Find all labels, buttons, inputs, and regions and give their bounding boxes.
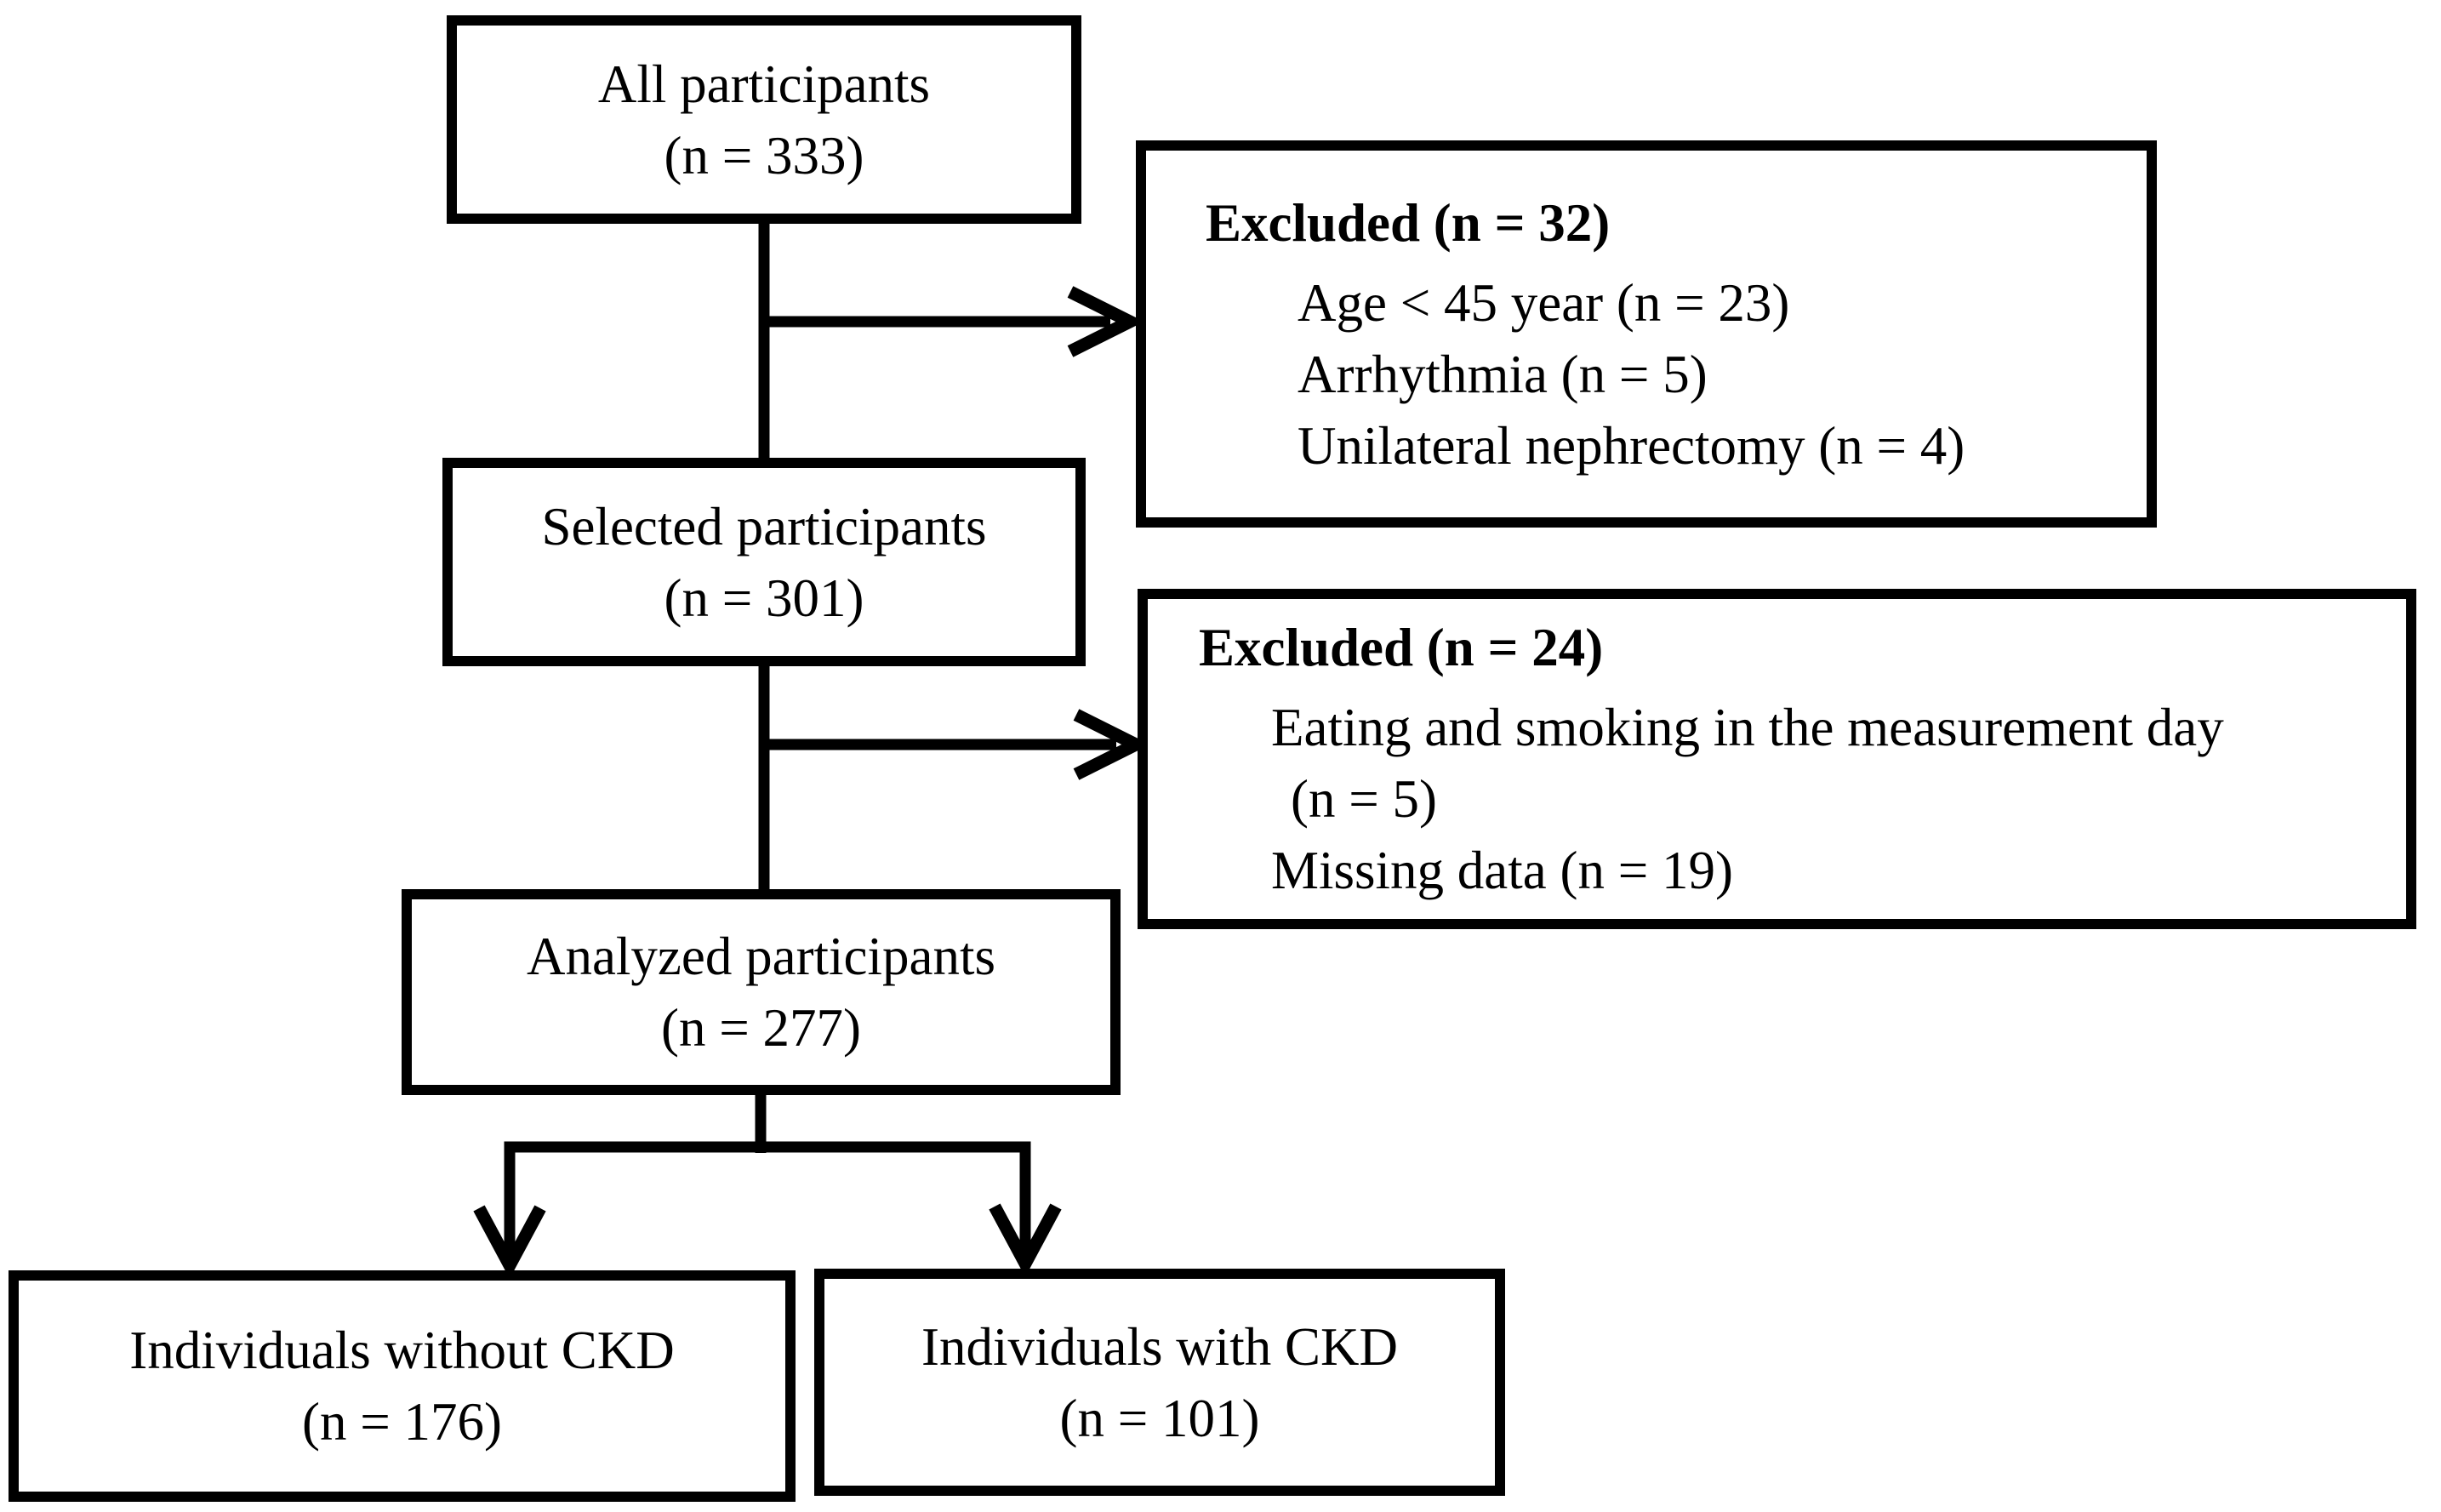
box-count: (n = 176) xyxy=(302,1392,502,1452)
arrow-to-excluded-top xyxy=(764,286,1144,357)
box-excluded-top: Excluded (n = 32) Age < 45 year (n = 23)… xyxy=(1136,140,2157,528)
box-individuals-without-ckd: Individuals without CKD (n = 176) xyxy=(9,1270,796,1502)
box-title: Individuals with CKD xyxy=(921,1316,1398,1377)
box-count: (n = 301) xyxy=(664,568,864,628)
arrow-head-right-icon xyxy=(1067,286,1144,357)
box-count: (n = 101) xyxy=(1059,1388,1260,1448)
excluded-reason: Unilateral nephrectomy (n = 4) xyxy=(1297,415,1965,476)
box-count: (n = 277) xyxy=(661,998,861,1058)
excluded-reason: Age < 45 year (n = 23) xyxy=(1297,272,1790,333)
arrow-head-right-icon xyxy=(1073,709,1150,780)
excluded-reason-continued: (n = 5) xyxy=(1291,769,1437,829)
box-title: All participants xyxy=(597,54,931,114)
excluded-heading: Excluded (n = 24) xyxy=(1199,618,1604,677)
excluded-reason: Eating and smoking in the measurement da… xyxy=(1271,698,2224,757)
box-selected-participants: Selected participants (n = 301) xyxy=(442,458,1086,666)
box-analyzed-participants: Analyzed participants (n = 277) xyxy=(402,889,1121,1095)
box-title: Analyzed participants xyxy=(526,927,996,986)
excluded-reason: Arrhythmia (n = 5) xyxy=(1297,344,1708,404)
box-title: Selected participants xyxy=(541,496,987,556)
arrow-to-excluded-bottom xyxy=(764,709,1150,780)
box-title: Individuals without CKD xyxy=(129,1321,675,1380)
box-all-participants: All participants (n = 333) xyxy=(447,15,1081,224)
excluded-heading: Excluded (n = 32) xyxy=(1206,192,1611,253)
arrow-head-down-right-icon xyxy=(989,1203,1062,1277)
box-excluded-bottom: Excluded (n = 24) Eating and smoking in … xyxy=(1138,589,2416,929)
box-count: (n = 333) xyxy=(664,125,864,185)
excluded-reason: Missing data (n = 19) xyxy=(1271,841,1733,900)
arrow-head-down-left-icon xyxy=(473,1205,546,1279)
box-individuals-with-ckd: Individuals with CKD (n = 101) xyxy=(814,1269,1505,1496)
connector-branch xyxy=(504,1141,1031,1252)
